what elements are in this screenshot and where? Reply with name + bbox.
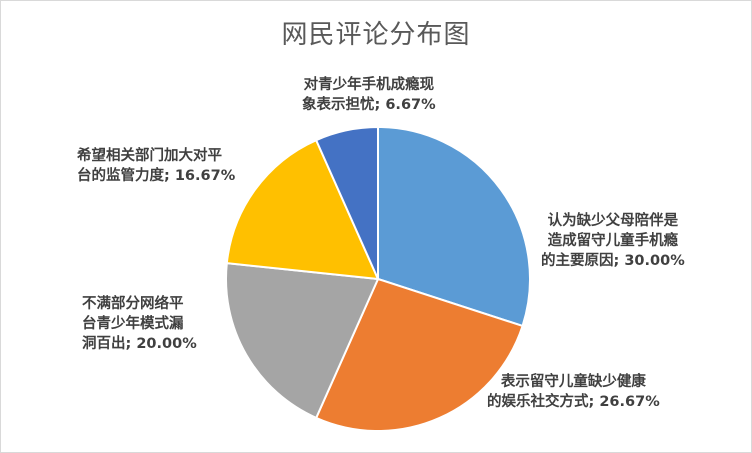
slice-label-addiction-concern: 对青少年手机成瘾现 象表示担忧; 6.67%	[302, 77, 436, 113]
pie-slice-addiction-concern	[315, 126, 379, 280]
pie-slice-parent-absence	[377, 126, 531, 327]
slice-label-lack-healthy-entertainment: 表示留守儿童缺少健康 的娱乐社交方式; 26.67%	[487, 374, 660, 410]
pie-slice-platform-youth-mode	[225, 262, 379, 419]
pie-slice-lack-healthy-entertainment	[315, 278, 524, 432]
chart-title: 网民评论分布图	[281, 20, 471, 50]
slice-label-platform-youth-mode: 不满部分网络平 台青少年模式漏 洞百出; 20.00%	[82, 296, 197, 352]
slice-label-parent-absence: 认为缺少父母陪伴是 造成留守儿童手机瘾 的主要原因; 30.00%	[541, 213, 685, 269]
slice-label-strengthen-supervision: 希望相关部门加大对平 台的监管力度; 16.67%	[77, 148, 236, 184]
pie-slice-strengthen-supervision	[225, 139, 379, 280]
